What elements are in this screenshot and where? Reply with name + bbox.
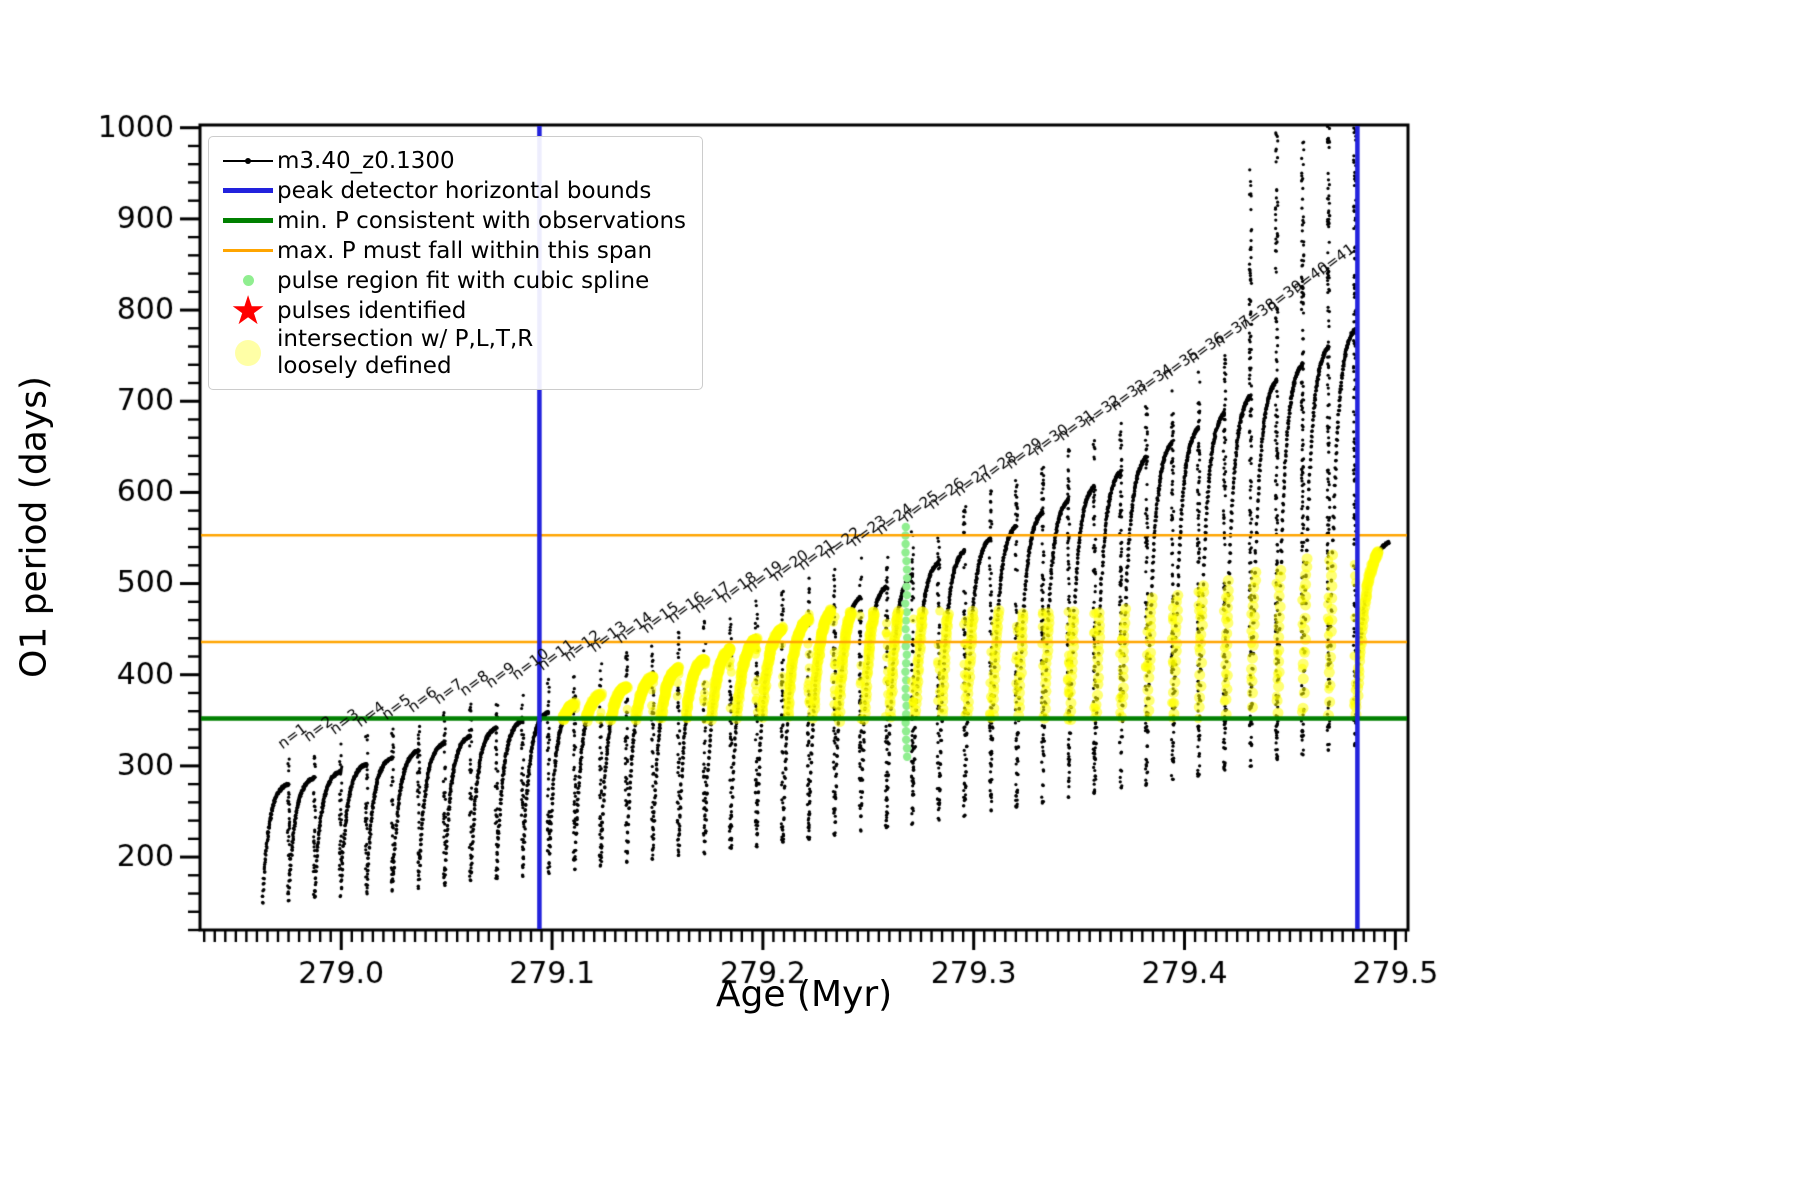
line-dot-icon [219, 146, 277, 175]
legend-item-peak-bounds: peak detector horizontal bounds [219, 176, 686, 205]
legend-label: pulse region fit with cubic spline [277, 267, 650, 294]
legend-label: pulses identified [277, 297, 467, 324]
legend-item-max-p: max. P must fall within this span [219, 236, 686, 265]
legend-label: intersection w/ P,L,T,R [277, 326, 534, 352]
legend: m3.40_z0.1300 peak detector horizontal b… [208, 136, 704, 391]
green-line-icon [219, 206, 277, 235]
legend-item-intersection: intersection w/ P,L,T,R loosely defined [219, 326, 686, 380]
legend-label: m3.40_z0.1300 [277, 147, 455, 174]
green-dot-icon [219, 266, 277, 295]
yellow-dot-icon [219, 339, 277, 368]
legend-item-spline: pulse region fit with cubic spline [219, 266, 686, 295]
orange-line-icon [219, 236, 277, 265]
blue-line-icon [219, 176, 277, 205]
red-star-icon: ★ [230, 287, 266, 334]
legend-item-series: m3.40_z0.1300 [219, 146, 686, 175]
legend-label: min. P consistent with observations [277, 207, 687, 234]
legend-label: max. P must fall within this span [277, 237, 653, 264]
legend-label: loosely defined [277, 353, 452, 380]
x-axis-label: Age (Myr) [715, 974, 893, 1015]
legend-label: peak detector horizontal bounds [277, 177, 652, 204]
y-axis-label: O1 period (days) [13, 376, 55, 678]
legend-item-min-p: min. P consistent with observations [219, 206, 686, 235]
legend-item-pulses: ★ pulses identified [219, 287, 686, 334]
